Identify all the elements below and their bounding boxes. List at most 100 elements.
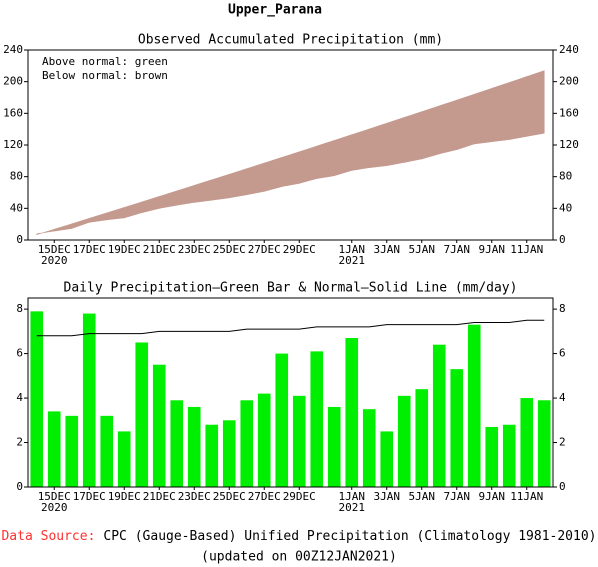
bar: [397, 395, 411, 487]
bar: [47, 411, 61, 487]
anomaly-area: [36, 228, 55, 236]
x-tick-label: 15DEC: [38, 490, 71, 503]
anomaly-area: [176, 184, 195, 206]
bar: [205, 424, 219, 487]
plot-frame: [27, 297, 554, 488]
y-tick-label: 0: [16, 233, 23, 246]
bar: [30, 311, 44, 487]
bar: [362, 409, 376, 487]
footer-source: Data Source: CPC (Gauge-Based) Unified Pr…: [1, 529, 596, 544]
x-tick-label: 3JAN: [374, 243, 401, 256]
anomaly-area: [403, 111, 423, 163]
bar: [310, 351, 324, 487]
anomaly-area: [193, 179, 213, 203]
anomaly-area: [88, 212, 108, 223]
y2-tick-label: 4: [559, 391, 566, 404]
bar: [520, 398, 534, 487]
bar: [257, 393, 271, 487]
bar: [65, 415, 79, 487]
anomaly-area: [368, 122, 388, 168]
normal-line: [36, 319, 545, 337]
y2-tick-label: 240: [559, 43, 579, 56]
x-tick-label: 9JAN: [479, 490, 506, 503]
anomaly-area: [456, 93, 475, 151]
chart-title: Observed Accumulated Precipitation (mm): [138, 33, 443, 48]
chart-title: Daily Precipitation—Green Bar & Normal—S…: [64, 281, 518, 296]
x-year-label: 2020: [41, 254, 68, 267]
annotation: Above normal: green: [42, 55, 168, 68]
anomaly-area: [123, 201, 143, 219]
x-year-label: 2021: [339, 254, 366, 267]
y2-tick-label: 120: [559, 138, 579, 151]
y-tick-label: 80: [10, 170, 23, 183]
x-tick-label: 11JAN: [510, 243, 543, 256]
x-tick-label: 17DEC: [73, 490, 106, 503]
x-tick-label: 23DEC: [178, 243, 211, 256]
x-tick-label: 5JAN: [409, 490, 436, 503]
bar: [292, 395, 306, 487]
bar: [117, 431, 131, 487]
anomaly-area: [333, 134, 353, 177]
bar: [187, 406, 201, 487]
y2-tick-label: 2: [559, 436, 566, 449]
anomaly-area: [421, 105, 440, 160]
bar: [467, 324, 481, 487]
anomaly-area: [106, 207, 125, 221]
x-tick-label: 1JAN: [339, 243, 366, 256]
y-tick-label: 200: [3, 75, 23, 88]
anomaly-area: [158, 190, 178, 209]
bar: [345, 338, 359, 487]
bar: [222, 420, 236, 487]
x-tick-label: 25DEC: [213, 490, 246, 503]
x-tick-label: 7JAN: [444, 243, 471, 256]
bar: [502, 424, 516, 487]
bar: [485, 426, 499, 487]
y-tick-label: 40: [10, 201, 23, 214]
bar: [537, 400, 551, 487]
x-tick-label: 27DEC: [248, 243, 281, 256]
x-tick-label: 19DEC: [108, 243, 141, 256]
y-tick-label: 0: [16, 480, 23, 493]
x-tick-label: 23DEC: [178, 490, 211, 503]
y2-tick-label: 0: [559, 480, 566, 493]
y-tick-label: 4: [16, 391, 23, 404]
main-title: Upper_Parana: [228, 3, 322, 18]
x-tick-label: 25DEC: [213, 243, 246, 256]
x-tick-label: 17DEC: [73, 243, 106, 256]
x-year-label: 2021: [339, 501, 366, 514]
x-tick-label: 7JAN: [444, 490, 471, 503]
footer-updated: (updated on 00Z12JAN2021): [201, 550, 397, 565]
annotation: Below normal: brown: [42, 69, 168, 82]
anomaly-area: [508, 76, 528, 140]
bar: [170, 400, 184, 487]
y-tick-label: 2: [16, 436, 23, 449]
anomaly-area: [211, 173, 230, 201]
y-tick-label: 160: [3, 106, 23, 119]
anomaly-area: [473, 87, 493, 145]
x-tick-label: 15DEC: [38, 243, 71, 256]
anomaly-area: [281, 151, 300, 188]
anomaly-area: [351, 128, 370, 171]
y2-tick-label: 40: [559, 201, 572, 214]
x-tick-label: 29DEC: [283, 490, 316, 503]
anomaly-area: [526, 70, 545, 137]
x-tick-label: 3JAN: [374, 490, 401, 503]
y-tick-label: 240: [3, 43, 23, 56]
x-tick-label: 5JAN: [409, 243, 436, 256]
y2-tick-label: 8: [559, 302, 566, 315]
anomaly-area: [228, 168, 248, 199]
anomaly-area: [386, 117, 405, 167]
y-tick-label: 120: [3, 138, 23, 151]
x-tick-label: 21DEC: [143, 490, 176, 503]
bar: [275, 353, 289, 487]
x-tick-label: 21DEC: [143, 243, 176, 256]
y2-tick-label: 80: [559, 170, 572, 183]
source-text: CPC (Gauge-Based) Unified Precipitation …: [103, 529, 596, 544]
anomaly-area: [53, 223, 73, 232]
x-year-label: 2020: [41, 501, 68, 514]
bar: [240, 400, 254, 487]
bar: [152, 364, 166, 487]
anomaly-area: [141, 196, 160, 214]
source-label: Data Source:: [1, 529, 95, 544]
